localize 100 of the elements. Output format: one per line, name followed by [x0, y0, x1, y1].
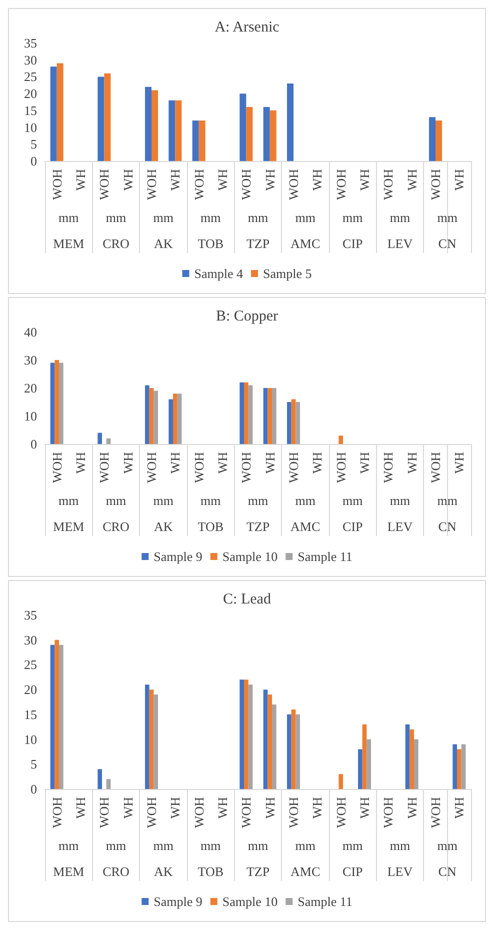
x-tick-label: WH	[262, 797, 278, 819]
x-tick-label: WOH	[286, 797, 301, 828]
text: AK	[154, 519, 174, 534]
text: mm	[106, 493, 126, 508]
bar	[338, 436, 344, 444]
x-tick-label: WH	[120, 452, 136, 474]
text: CN	[438, 519, 457, 534]
x-tick-label: WOH	[286, 169, 301, 200]
x-tick-label: WH	[168, 797, 183, 819]
text: CIP	[342, 519, 363, 534]
text: mm	[200, 493, 221, 508]
y-tick-label: 0	[30, 436, 37, 452]
y-tick-label: 15	[24, 706, 37, 722]
bar	[98, 76, 104, 161]
bar	[456, 749, 462, 789]
bar	[240, 94, 246, 161]
text: mm	[200, 838, 221, 853]
bar	[246, 107, 253, 161]
chart-title: A: Arsenic	[214, 20, 280, 36]
bar	[428, 117, 436, 161]
chart-title: B: Copper	[216, 308, 278, 324]
x-tick-label: WH	[357, 169, 372, 191]
x-tick-label: WH	[404, 169, 420, 191]
x-tick-label: WOH	[144, 797, 159, 828]
bar	[410, 729, 414, 789]
text: MEM	[53, 236, 85, 251]
x-tick-label: WOH	[49, 452, 64, 484]
x-tick-label: WOH	[428, 797, 443, 828]
bar	[98, 432, 102, 444]
bar	[263, 388, 268, 444]
text: LEV	[387, 864, 414, 879]
y-tick-label: 20	[24, 682, 37, 698]
bar	[263, 690, 268, 789]
x-tick-label: WH	[120, 797, 136, 819]
bar	[248, 684, 253, 789]
x-tick-label: WOH	[286, 452, 301, 484]
bar	[291, 709, 296, 789]
x-tick-label: WOH	[428, 452, 443, 484]
x-tick-label: WH	[404, 452, 420, 474]
x-tick-label: WOH	[380, 169, 396, 200]
x-tick-label: WH	[357, 797, 372, 819]
text: TZP	[246, 864, 270, 879]
bar	[366, 739, 372, 789]
x-tick-label: WH	[262, 452, 278, 474]
text: TZP	[246, 519, 270, 534]
legend-label: Sample 11	[298, 549, 352, 564]
bar	[154, 694, 158, 789]
y-tick-label: 10	[24, 732, 37, 747]
bar	[50, 644, 55, 789]
x-tick-label: WH	[310, 452, 325, 474]
text: TOB	[198, 519, 224, 534]
x-tick-label: WOH	[96, 169, 112, 200]
bar	[452, 744, 457, 789]
x-tick-label: WH	[357, 452, 372, 474]
x-tick-label: WH	[73, 452, 88, 474]
y-tick-label: 10	[24, 408, 37, 424]
x-tick-label: WOH	[191, 797, 206, 828]
x-tick-label: WOH	[49, 169, 64, 200]
text: mm	[295, 493, 316, 508]
text: AMC	[290, 236, 320, 251]
bar	[106, 779, 111, 789]
y-tick-label: 30	[24, 352, 37, 368]
x-tick-label: WH	[73, 797, 88, 819]
bar	[144, 684, 150, 789]
legend-label: Sample 5	[263, 266, 312, 281]
x-tick-label: WH	[215, 452, 230, 474]
y-tick-label: 10	[24, 120, 37, 135]
y-tick-label: 0	[30, 154, 37, 168]
bar	[291, 399, 296, 444]
x-tick-label: WOH	[380, 797, 396, 828]
bar	[358, 749, 362, 789]
bar	[152, 90, 158, 161]
x-tick-label: WOH	[238, 797, 254, 828]
x-tick-label: WH	[310, 169, 325, 191]
text: mm	[295, 838, 316, 853]
bar	[244, 680, 248, 789]
bar	[414, 739, 418, 789]
bar	[461, 744, 466, 789]
legend-label: Sample 10	[222, 549, 278, 564]
x-tick-label: WOH	[144, 452, 159, 484]
text: AK	[154, 236, 174, 251]
bar	[56, 63, 64, 161]
bar	[149, 690, 154, 789]
y-tick-label: 5	[30, 756, 37, 772]
text: CN	[438, 236, 457, 251]
bar	[338, 774, 344, 789]
bar	[59, 362, 64, 444]
bar	[106, 438, 111, 444]
bar	[263, 107, 270, 161]
legend-label: Sample 4	[194, 266, 244, 281]
text: mm	[390, 493, 410, 508]
text: AK	[154, 864, 174, 879]
bar	[175, 100, 182, 161]
text: TOB	[198, 236, 224, 251]
y-tick-label: 30	[24, 52, 37, 68]
bar	[296, 402, 300, 444]
y-tick-label: 25	[24, 657, 37, 672]
bar	[144, 385, 150, 444]
text: LEV	[387, 519, 414, 534]
text: MEM	[53, 519, 85, 534]
